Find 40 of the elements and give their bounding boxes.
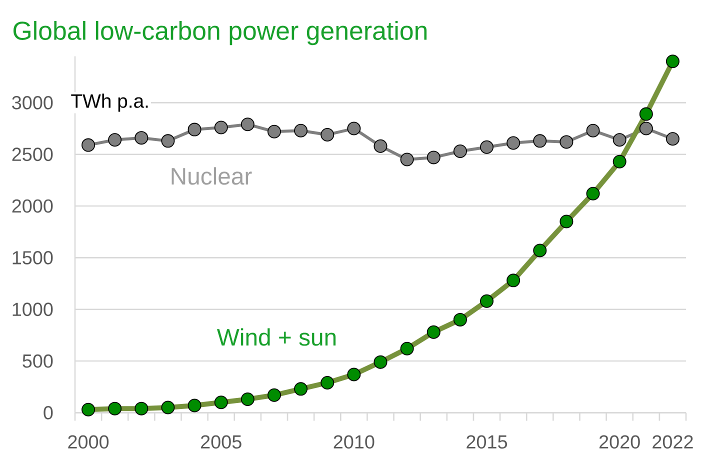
point (453, 144, 467, 158)
point (506, 136, 520, 150)
point (82, 138, 96, 152)
point (560, 135, 574, 149)
x-tick-label: 2020 (599, 435, 640, 449)
point (294, 124, 308, 138)
point (240, 118, 254, 132)
y-tick-label: 1000 (12, 302, 53, 316)
point (400, 152, 414, 166)
series-label: Nuclear (172, 167, 252, 185)
y-axis-title: TWh p.a. (71, 94, 148, 112)
point (533, 134, 547, 148)
point (161, 134, 175, 148)
y-tick-label: 2000 (12, 199, 53, 213)
point (666, 132, 680, 146)
point (480, 140, 494, 154)
y-tick-label: 3000 (12, 96, 53, 110)
y-tick-label: 0 (44, 406, 53, 420)
chart-title: Global low-carbon power generation (14, 20, 427, 46)
y-tick-label: 1500 (12, 250, 53, 264)
x-tick-label: 2000 (68, 435, 109, 449)
point (586, 124, 600, 138)
point (612, 133, 626, 147)
x-tick-label: 2015 (466, 435, 508, 449)
point (426, 150, 440, 164)
y-tick-label: 2500 (12, 148, 53, 162)
point (267, 124, 281, 138)
x-tick-label: 2005 (201, 435, 242, 449)
y-tick-label: 500 (22, 354, 53, 368)
point (108, 133, 122, 147)
point (639, 122, 653, 136)
point (347, 122, 361, 136)
point (320, 128, 334, 142)
series-label: Wind + sun (216, 328, 336, 346)
point (134, 131, 148, 145)
x-tick-label: 2010 (334, 435, 374, 449)
point (214, 120, 228, 134)
point (374, 139, 388, 153)
x-tick-label: 2022 (652, 435, 693, 449)
point (188, 122, 202, 136)
